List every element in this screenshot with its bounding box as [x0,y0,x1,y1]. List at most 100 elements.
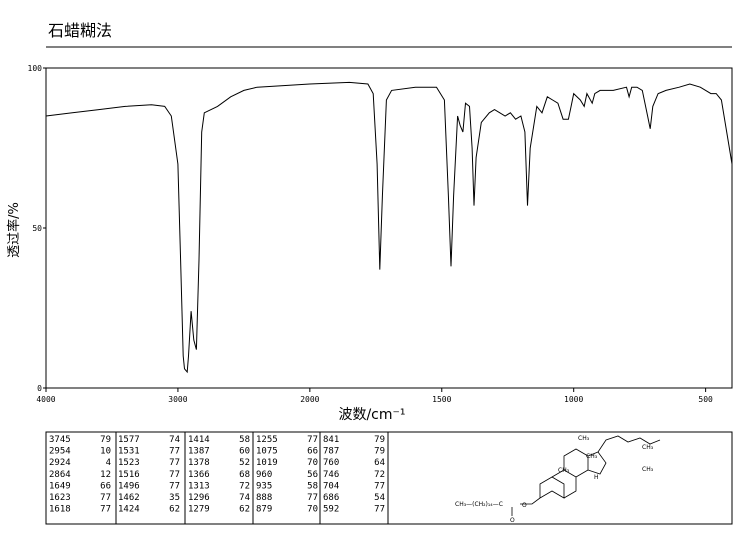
structure-label: CH₃ [558,467,570,474]
peak-wavenumber: 2924 [49,458,71,468]
peak-transmittance: 12 [100,470,111,480]
peak-wavenumber: 1424 [118,505,140,515]
peak-transmittance: 66 [100,481,111,491]
peak-wavenumber: 2864 [49,470,71,480]
peak-wavenumber: 704 [323,481,339,491]
peak-wavenumber: 787 [323,447,339,457]
y-axis-label: 透过率/% [6,202,22,258]
peak-wavenumber: 1649 [49,481,71,491]
structure-drawing [511,435,661,516]
peak-transmittance: 4 [106,458,111,468]
peak-wavenumber: 1414 [188,435,210,445]
peak-transmittance: 58 [307,481,318,491]
x-tick-label: 4000 [36,395,55,404]
ring [587,451,607,475]
peak-transmittance: 68 [239,470,250,480]
peak-transmittance: 77 [100,505,111,515]
structure-label: CH₃ [642,444,654,451]
peak-transmittance: 74 [169,435,180,445]
peak-transmittance: 60 [239,447,250,457]
peak-transmittance: 62 [169,505,180,515]
peak-wavenumber: 1462 [118,493,140,503]
peak-wavenumber: 1366 [188,470,210,480]
x-tick-label: 1500 [432,395,451,404]
peak-wavenumber: 1019 [256,458,278,468]
peak-transmittance: 79 [374,447,385,457]
peak-transmittance: 79 [100,435,111,445]
table-frame [45,431,733,525]
structure-label: CH₃ [642,466,654,473]
peak-transmittance: 52 [239,458,250,468]
ring [539,476,565,499]
spectrum-line [45,81,733,374]
peak-wavenumber: 746 [323,470,339,480]
peak-transmittance: 77 [374,505,385,515]
y-tick-label: 50 [32,224,42,233]
x-axis-label: 波数/cm⁻¹ [338,407,405,423]
peak-transmittance: 56 [307,470,318,480]
peak-wavenumber: 1279 [188,505,210,515]
peak-transmittance: 72 [239,481,250,491]
x-tick-label: 3000 [168,395,187,404]
peak-wavenumber: 879 [256,505,272,515]
peak-transmittance: 58 [239,435,250,445]
peak-wavenumber: 1313 [188,481,210,491]
peak-transmittance: 77 [374,481,385,491]
y-tick-label: 0 [37,384,42,393]
peak-wavenumber: 1255 [256,435,278,445]
peak-transmittance: 64 [374,458,385,468]
peak-transmittance: 72 [374,470,385,480]
peak-wavenumber: 1378 [188,458,210,468]
peak-transmittance: 77 [169,481,180,491]
peak-wavenumber: 592 [323,505,339,515]
peak-wavenumber: 1296 [188,493,210,503]
x-tick-label: 2000 [300,395,319,404]
peak-transmittance: 77 [169,447,180,457]
peak-transmittance: 66 [307,447,318,457]
peak-wavenumber: 1618 [49,505,71,515]
peak-wavenumber: 1577 [118,435,140,445]
peak-wavenumber: 1531 [118,447,140,457]
structure-label: CH₃—(CH₂)₁₄—C [455,501,503,508]
peak-transmittance: 77 [100,493,111,503]
peak-wavenumber: 1496 [118,481,140,491]
peak-wavenumber: 1516 [118,470,140,480]
peak-wavenumber: 686 [323,493,339,503]
table-dividers [115,432,389,524]
structure-label: H [594,474,599,481]
peak-wavenumber: 2954 [49,447,71,457]
peak-transmittance: 35 [169,493,180,503]
structure-label: CH₃ [586,453,598,460]
peak-transmittance: 77 [169,458,180,468]
peak-transmittance: 79 [374,435,385,445]
peak-wavenumber: 760 [323,458,339,468]
peak-transmittance: 77 [169,470,180,480]
x-tick-label: 500 [698,395,713,404]
peak-wavenumber: 1623 [49,493,71,503]
peak-transmittance: 54 [374,493,385,503]
peak-wavenumber: 841 [323,435,339,445]
peak-transmittance: 77 [307,435,318,445]
peak-transmittance: 70 [307,505,318,515]
peak-transmittance: 70 [307,458,318,468]
ring [563,448,589,478]
peak-wavenumber: 888 [256,493,272,503]
peak-wavenumber: 1523 [118,458,140,468]
plot-frame [45,67,733,389]
peak-wavenumber: 1387 [188,447,210,457]
peak-transmittance: 74 [239,493,250,503]
peak-transmittance: 10 [100,447,111,457]
peak-wavenumber: 1075 [256,447,278,457]
peak-transmittance: 62 [239,505,250,515]
chart-title: 石蜡糊法 [48,21,112,40]
peak-transmittance: 77 [307,493,318,503]
ester-link [520,497,541,505]
peak-wavenumber: 960 [256,470,272,480]
y-tick-label: 100 [28,64,43,73]
structure-label: O [522,502,527,509]
structure-label: O [510,517,515,524]
x-tick-label: 1000 [564,395,583,404]
structure-label: CH₃ [578,435,590,442]
peak-wavenumber: 3745 [49,435,71,445]
